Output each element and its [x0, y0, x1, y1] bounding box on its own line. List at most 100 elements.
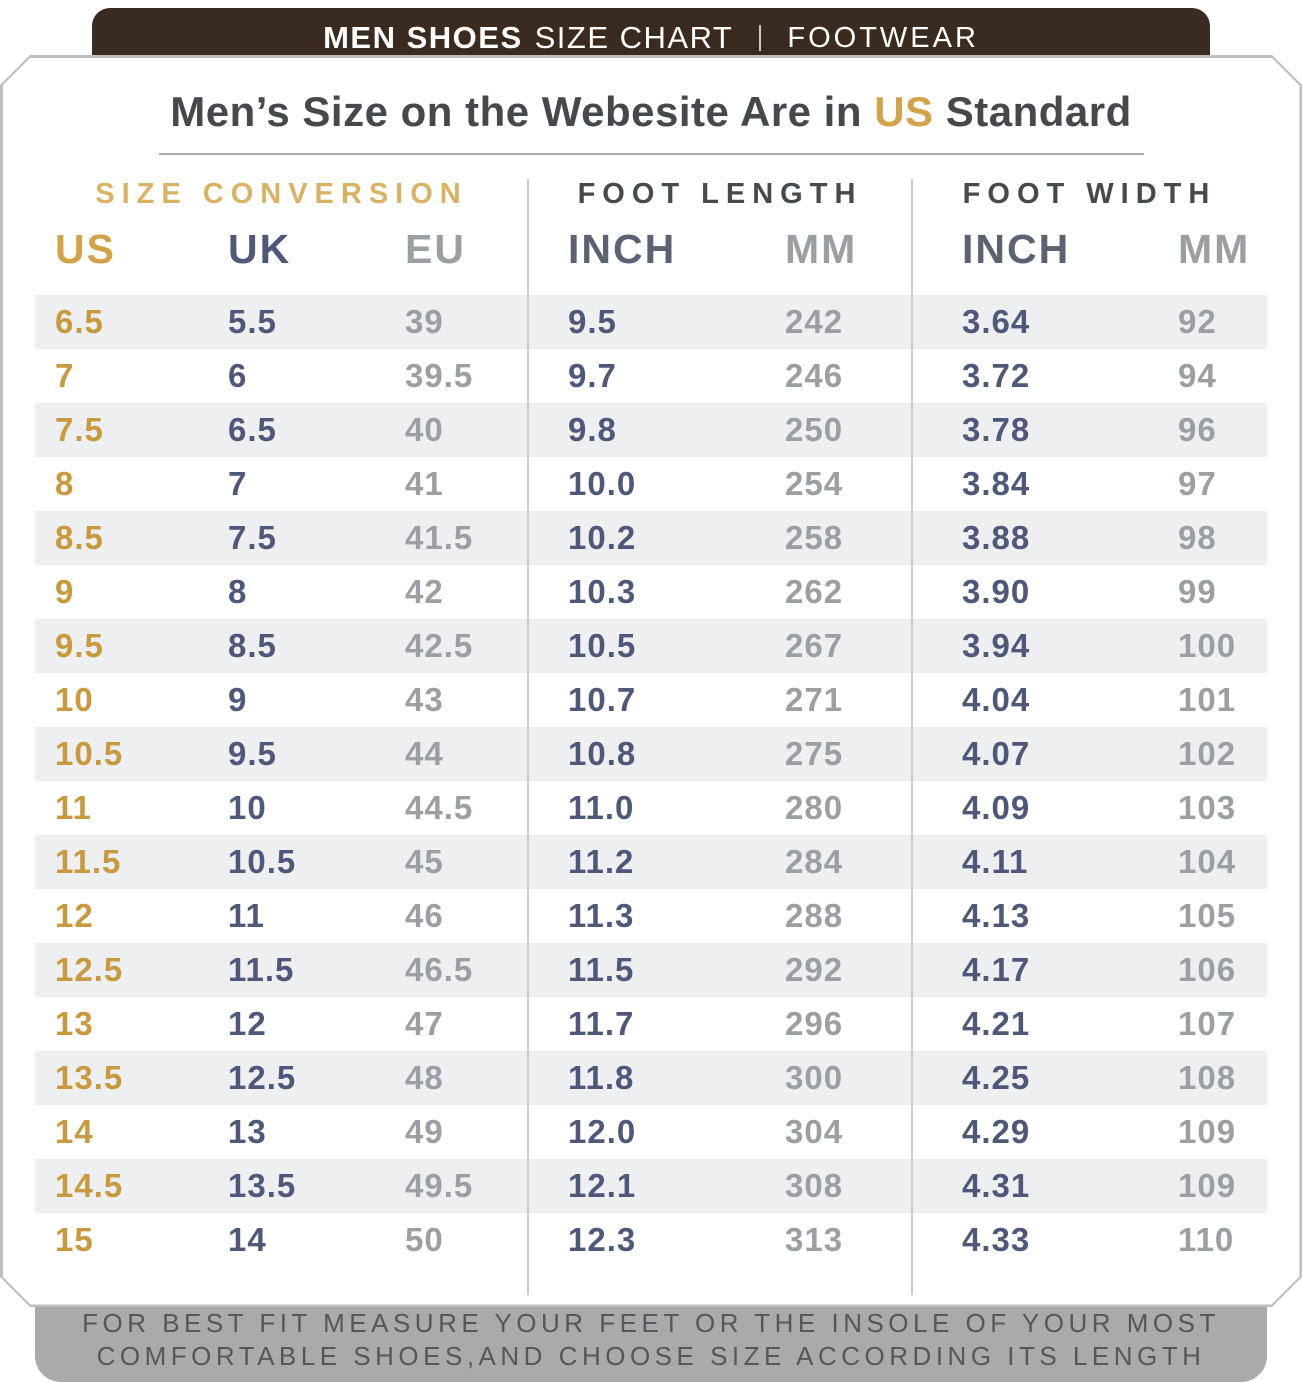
page-title-pre: Men’s Size on the Webesite Are in — [170, 87, 875, 135]
table-cell: 41.5 — [405, 518, 474, 556]
table-cell: 5.5 — [228, 302, 277, 340]
table-row: 11.5 10.5 45 11.2 284 4.11 104 — [35, 835, 1267, 889]
footer-note: FOR BEST FIT MEASURE YOUR FEET OR THE IN… — [82, 1307, 1220, 1373]
table-cell: 40 — [405, 410, 444, 448]
table-cell: 6 — [228, 356, 248, 394]
table-cell: 3.72 — [962, 356, 1031, 394]
table-row: 15 14 50 12.3 313 4.33 110 — [35, 1213, 1267, 1267]
table-cell: 11.0 — [568, 788, 635, 826]
title-underline — [159, 153, 1144, 155]
table-cell: 13.5 — [228, 1166, 297, 1204]
table-cell: 11 — [55, 788, 92, 826]
table-cell: 44.5 — [405, 788, 474, 826]
table-cell: 46 — [405, 896, 444, 934]
table-cell: 9 — [228, 680, 248, 718]
table-cell: 9.5 — [568, 302, 617, 340]
banner-title-bold: MEN SHOES — [323, 20, 523, 55]
table-cell: 262 — [785, 572, 844, 610]
group-label-foot-width: FOOT WIDTH — [962, 178, 1217, 210]
table-cell: 9.8 — [568, 410, 617, 448]
table-cell: 12.0 — [568, 1112, 637, 1150]
table-cell: 3.78 — [962, 410, 1031, 448]
table-cell: 258 — [785, 518, 844, 556]
table-cell: 10.8 — [568, 734, 637, 772]
table-cell: 3.94 — [962, 626, 1031, 664]
table-cell: 96 — [1178, 410, 1217, 448]
table-cell: 4.25 — [962, 1058, 1031, 1096]
table-cell: 304 — [785, 1112, 844, 1150]
table-cell: 275 — [785, 734, 844, 772]
table-cell: 4.29 — [962, 1112, 1031, 1150]
table-cell: 6.5 — [55, 302, 104, 340]
table-cell: 9.7 — [568, 356, 617, 394]
table-cell: 11.7 — [568, 1004, 635, 1042]
table-cell: 105 — [1178, 896, 1237, 934]
table-row: 10.5 9.5 44 10.8 275 4.07 102 — [35, 727, 1267, 781]
table-row: 10 9 43 10.7 271 4.04 101 — [35, 673, 1267, 727]
table-cell: 11.5 — [55, 842, 122, 880]
table-cell: 12.5 — [228, 1058, 297, 1096]
table-cell: 4.21 — [962, 1004, 1031, 1042]
banner-category: FOOTWEAR — [787, 22, 979, 54]
table-cell: 7.5 — [55, 410, 104, 448]
table-cell: 254 — [785, 464, 844, 502]
banner-divider — [759, 25, 762, 51]
table-row: 12 11 46 11.3 288 4.13 105 — [35, 889, 1267, 943]
table-cell: 7 — [228, 464, 248, 502]
banner-title-regular: SIZE CHART — [534, 20, 734, 55]
table-cell: 4.33 — [962, 1220, 1031, 1258]
column-header-width-mm: MM — [1178, 226, 1251, 272]
table-cell: 50 — [405, 1220, 444, 1258]
table-cell: 4.31 — [962, 1166, 1031, 1204]
table-row: 14 13 49 12.0 304 4.29 109 — [35, 1105, 1267, 1159]
table-cell: 246 — [785, 356, 844, 394]
table-cell: 41 — [405, 464, 444, 502]
column-header-width-inch: INCH — [962, 226, 1071, 272]
table-cell: 11.8 — [568, 1058, 635, 1096]
footer-line-1: FOR BEST FIT MEASURE YOUR FEET OR THE IN… — [82, 1308, 1220, 1338]
column-group-divider-1 — [527, 179, 529, 1295]
table-cell: 4.11 — [962, 842, 1029, 880]
column-header-eu: EU — [405, 226, 466, 272]
table-row: 8 7 41 10.0 254 3.84 97 — [35, 457, 1267, 511]
table-row: 14.5 13.5 49.5 12.1 308 4.31 109 — [35, 1159, 1267, 1213]
table-cell: 4.17 — [962, 950, 1031, 988]
table-cell: 3.90 — [962, 572, 1031, 610]
column-header-row: US UK EU INCH MM INCH MM — [35, 221, 1267, 279]
table-cell: 9.5 — [55, 626, 104, 664]
table-row: 6.5 5.5 39 9.5 242 3.64 92 — [35, 295, 1267, 349]
table-cell: 109 — [1178, 1166, 1237, 1204]
table-cell: 10.5 — [228, 842, 297, 880]
table-cell: 10 — [55, 680, 94, 718]
table-cell: 48 — [405, 1058, 444, 1096]
table-row: 12.5 11.5 46.5 11.5 292 4.17 106 — [35, 943, 1267, 997]
table-cell: 313 — [785, 1220, 844, 1258]
table-cell: 9 — [55, 572, 75, 610]
table-cell: 8.5 — [228, 626, 277, 664]
table-cell: 45 — [405, 842, 444, 880]
table-cell: 10.3 — [568, 572, 637, 610]
table-cell: 14.5 — [55, 1166, 124, 1204]
table-cell: 98 — [1178, 518, 1217, 556]
table-cell: 296 — [785, 1004, 844, 1042]
table-body: 6.5 5.5 39 9.5 242 3.64 92 7 6 39.5 9.7 246 3.72 94 7.… — [35, 295, 1267, 1267]
table-cell: 39.5 — [405, 356, 474, 394]
table-cell: 10.7 — [568, 680, 637, 718]
table-cell: 284 — [785, 842, 844, 880]
table-cell: 11.2 — [568, 842, 635, 880]
column-header-length-inch: INCH — [568, 226, 677, 272]
table-cell: 10.5 — [55, 734, 124, 772]
page-title: Men’s Size on the Webesite Are in US Sta… — [3, 88, 1300, 136]
table-cell: 43 — [405, 680, 444, 718]
table-cell: 14 — [228, 1220, 267, 1258]
table-row: 9.5 8.5 42.5 10.5 267 3.94 100 — [35, 619, 1267, 673]
table-cell: 250 — [785, 410, 844, 448]
page-title-post: Standard — [933, 87, 1132, 135]
table-cell: 7.5 — [228, 518, 277, 556]
table-cell: 49.5 — [405, 1166, 474, 1204]
group-label-size-conversion: SIZE CONVERSION — [95, 178, 468, 210]
table-cell: 99 — [1178, 572, 1217, 610]
table-cell: 11.5 — [568, 950, 635, 988]
table-cell: 15 — [55, 1220, 94, 1258]
